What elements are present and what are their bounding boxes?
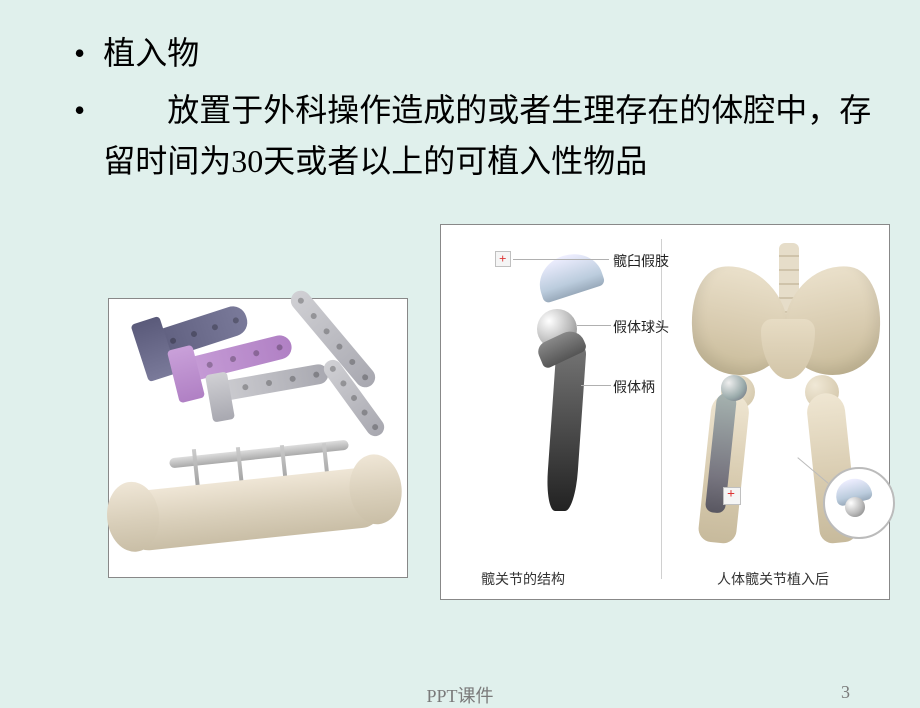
femoral-stem-icon xyxy=(545,341,587,511)
label-cup: 髋臼假肢 xyxy=(613,251,669,271)
page-number: 3 xyxy=(841,682,850,703)
bullet-text-2: 放置于外科操作造成的或者生理存在的体腔中，存留时间为30天或者以上的可植入性物品 xyxy=(103,85,880,187)
bullet-item-1: • 植入物 xyxy=(72,28,880,79)
caption-structure: 髋关节的结构 xyxy=(481,569,565,589)
bullet-item-2: • 放置于外科操作造成的或者生理存在的体腔中，存留时间为30天或者以上的可植入性… xyxy=(72,85,880,187)
label-bullet xyxy=(495,251,511,267)
bullet-marker: • xyxy=(74,28,85,79)
acetabular-cup-icon xyxy=(532,246,605,304)
images-row: 髋臼假肢 假体球头 假体柄 髋关节的结构 人体髋关节植入后 xyxy=(0,224,920,604)
footer-text: PPT课件 xyxy=(426,682,493,708)
label-stem: 假体柄 xyxy=(613,377,655,397)
bullet-text-1: 植入物 xyxy=(103,28,199,79)
hip-prosthesis-diagram: 髋臼假肢 假体球头 假体柄 髋关节的结构 人体髋关节植入后 xyxy=(440,224,890,600)
caption-implanted: 人体髋关节植入后 xyxy=(717,569,829,589)
bullet-marker: • xyxy=(74,85,85,136)
detail-zoom-circle xyxy=(823,467,895,539)
label-line xyxy=(581,385,611,386)
label-ball: 假体球头 xyxy=(613,317,669,337)
zoom-badge xyxy=(723,487,741,505)
implant-hardware-image xyxy=(108,298,408,578)
label-line xyxy=(513,259,609,260)
slide-content: • 植入物 • 放置于外科操作造成的或者生理存在的体腔中，存留时间为30天或者以… xyxy=(0,0,920,188)
label-line xyxy=(577,325,611,326)
